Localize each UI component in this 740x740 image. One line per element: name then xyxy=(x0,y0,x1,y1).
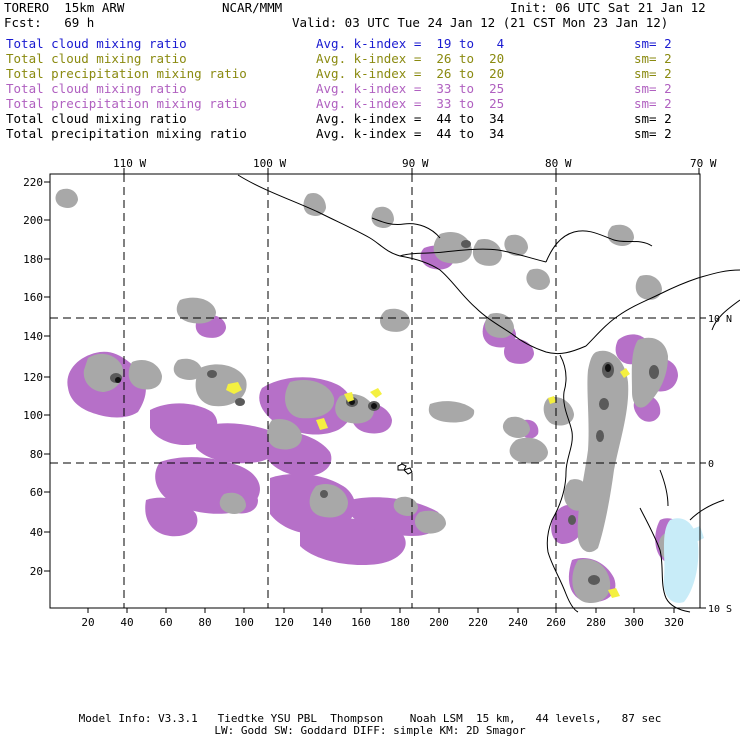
legend-row: Total cloud mixing ratio xyxy=(6,36,187,51)
grid-label-bottom: 240 xyxy=(508,616,528,629)
grid-label-bottom: 200 xyxy=(429,616,449,629)
grid-label-bottom: 120 xyxy=(274,616,294,629)
legend-kindex: Avg. k-index = 26 to 20 xyxy=(316,51,505,66)
legend-kindex: Avg. k-index = 44 to 34 xyxy=(316,126,505,141)
lat-label: 10 N xyxy=(708,314,732,325)
grid-label-left: 20 xyxy=(30,565,43,578)
lon-label: 70 W xyxy=(690,157,717,170)
legend-row: Total precipitation mixing ratio xyxy=(6,96,247,111)
center-title: NCAR/MMM xyxy=(222,0,283,15)
legend-sm: sm= 2 xyxy=(634,111,672,126)
grid-label-bottom: 20 xyxy=(81,616,94,629)
legend-row: Total precipitation mixing ratio xyxy=(6,66,247,81)
coastlines xyxy=(237,174,740,613)
grid-label-bottom: 140 xyxy=(312,616,332,629)
grid-label-left: 140 xyxy=(23,330,43,343)
map-frame xyxy=(49,173,701,609)
legend-sm: sm= 2 xyxy=(634,66,672,81)
legend-sm: sm= 2 xyxy=(634,36,672,51)
grid-label-left: 40 xyxy=(30,526,43,539)
legend-kindex: Avg. k-index = 33 to 25 xyxy=(316,96,505,111)
legend-sm: sm= 2 xyxy=(634,126,672,141)
grid-label-bottom: 40 xyxy=(120,616,133,629)
legend-row: Total cloud mixing ratio xyxy=(6,51,187,66)
grid-label-left: 80 xyxy=(30,448,43,461)
grid-label-bottom: 60 xyxy=(159,616,172,629)
cloud-fields xyxy=(55,188,704,604)
legend-sm: sm= 2 xyxy=(634,96,672,111)
grid-label-bottom: 320 xyxy=(664,616,684,629)
legend-kindex: Avg. k-index = 26 to 20 xyxy=(316,66,505,81)
legend-kindex: Avg. k-index = 44 to 34 xyxy=(316,111,505,126)
model-info: Model Info: V3.3.1 Tiedtke YSU PBL Thomp… xyxy=(78,712,662,725)
grid-label-left: 200 xyxy=(23,214,43,227)
grid-label-bottom: 180 xyxy=(390,616,410,629)
grid-label-bottom: 80 xyxy=(198,616,211,629)
grid-label-bottom: 160 xyxy=(351,616,371,629)
grid-label-bottom: 100 xyxy=(234,616,254,629)
grid-label-bottom: 220 xyxy=(468,616,488,629)
legend-sm: sm= 2 xyxy=(634,51,672,66)
physics-info: LW: Godd SW: Goddard DIFF: simple KM: 2D… xyxy=(214,724,526,737)
legend-row: Total precipitation mixing ratio xyxy=(6,126,247,141)
lat-label: 0 xyxy=(708,459,714,470)
lon-label: 110 W xyxy=(113,157,146,170)
grid-label-left: 100 xyxy=(23,409,43,422)
grid-label-bottom: 260 xyxy=(546,616,566,629)
grid-label-bottom: 300 xyxy=(624,616,644,629)
valid-time: Valid: 03 UTC Tue 24 Jan 12 (21 CST Mon … xyxy=(292,15,669,30)
init-time: Init: 06 UTC Sat 21 Jan 12 xyxy=(510,0,706,15)
legend-kindex: Avg. k-index = 33 to 25 xyxy=(316,81,505,96)
grid-label-left: 180 xyxy=(23,253,43,266)
grid-label-left: 160 xyxy=(23,291,43,304)
legend-kindex: Avg. k-index = 19 to 4 xyxy=(316,36,505,51)
lon-label: 100 W xyxy=(253,157,286,170)
forecast-hour: Fcst: 69 h xyxy=(4,15,95,30)
lon-label: 90 W xyxy=(402,157,429,170)
model-title: TORERO 15km ARW xyxy=(4,0,125,15)
grid-label-left: 120 xyxy=(23,371,43,384)
lat-label: 10 S xyxy=(708,604,732,615)
grid-label-left: 220 xyxy=(23,176,43,189)
lon-label: 80 W xyxy=(545,157,572,170)
grid-label-bottom: 280 xyxy=(586,616,606,629)
latlon-grid xyxy=(50,174,700,608)
legend-sm: sm= 2 xyxy=(634,81,672,96)
grid-label-left: 60 xyxy=(30,486,43,499)
legend-row: Total cloud mixing ratio xyxy=(6,81,187,96)
legend-row: Total cloud mixing ratio xyxy=(6,111,187,126)
